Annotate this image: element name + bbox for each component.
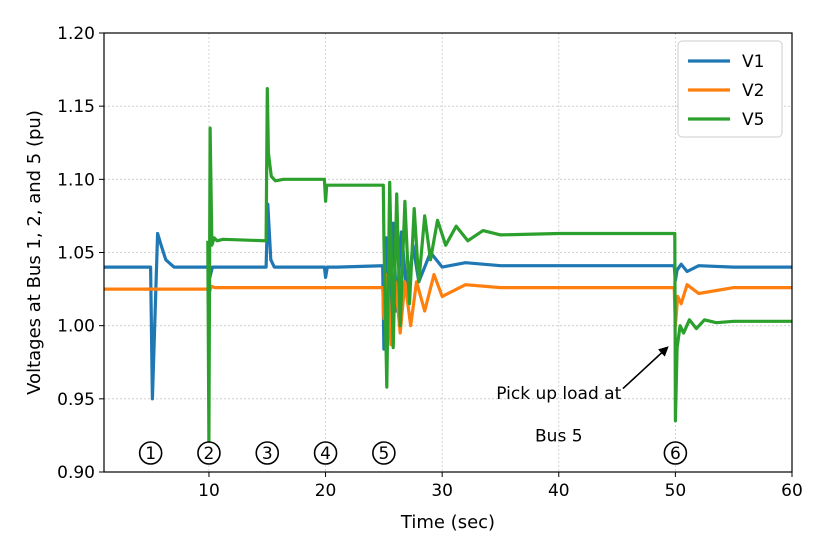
x-tick-label: 60 (781, 481, 803, 501)
event-marker-3: 3 (255, 441, 280, 465)
series-layer (104, 86, 792, 445)
event-marker-circle (138, 441, 163, 465)
y-tick-label: 0.95 (57, 390, 95, 410)
y-tick-label: 0.90 (57, 463, 95, 483)
event-marker-circle (313, 441, 338, 465)
annotation-text: Pick up load at (496, 384, 621, 404)
x-tick-label: 20 (315, 481, 337, 501)
event-marker-5: 5 (372, 441, 396, 465)
event-marker-circle (663, 441, 688, 465)
y-tick-label: 1.10 (57, 170, 95, 190)
event-markers: 1 2 3 4 5 6 (138, 441, 688, 465)
series-line-v2 (104, 272, 792, 347)
x-tick-label: 10 (198, 481, 220, 501)
event-marker-label: 2 (204, 444, 215, 464)
x-tick-label: 50 (665, 481, 687, 501)
x-axis-label: Time (sec) (400, 512, 495, 533)
legend-label-v5: V5 (742, 110, 764, 130)
event-marker-circle (255, 441, 280, 465)
annotation-arrow (622, 346, 669, 390)
annotation-text: Bus 5 (535, 426, 583, 446)
legend-label-v1: V1 (742, 52, 764, 72)
y-tick-label: 1.05 (57, 244, 95, 264)
event-marker-6: 6 (663, 441, 688, 465)
legend-label-v2: V2 (742, 81, 764, 101)
event-marker-circle (197, 441, 221, 465)
y-tick-label: 1.15 (57, 97, 95, 117)
event-marker-label: 4 (320, 444, 331, 464)
annotations: Pick up load at Bus 5 (496, 346, 669, 446)
y-axis-label: Voltages at Bus 1, 2, and 5 (pu) (24, 110, 45, 395)
event-marker-label: 1 (145, 444, 156, 464)
event-marker-label: 3 (262, 444, 273, 464)
y-tick-label: 1.00 (57, 317, 95, 337)
event-marker-1: 1 (138, 441, 163, 465)
event-marker-2: 2 (197, 441, 221, 465)
series-line-v1 (104, 202, 792, 401)
y-tick-label: 1.20 (57, 24, 95, 44)
legend: V1 V2 V5 (677, 40, 783, 138)
event-marker-label: 5 (378, 444, 389, 464)
event-marker-4: 4 (313, 441, 338, 465)
x-tick-label: 30 (431, 481, 453, 501)
event-marker-label: 6 (670, 444, 681, 464)
series-line-v5 (206, 86, 792, 445)
x-tick-label: 40 (548, 481, 570, 501)
event-marker-circle (372, 441, 396, 465)
ticks: 10 20 30 40 50 60 0.90 0.95 1.00 1.05 1.10 1.15 1.20 (57, 24, 803, 501)
